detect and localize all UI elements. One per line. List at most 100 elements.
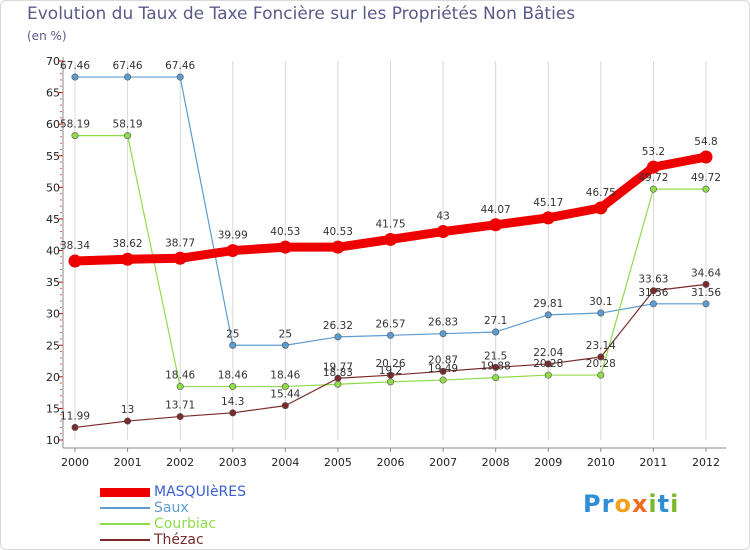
data-label: 38.62 — [113, 238, 143, 250]
data-point — [384, 232, 397, 246]
data-point — [281, 402, 289, 410]
data-point — [544, 371, 552, 379]
x-tick-label: 2001 — [114, 456, 142, 469]
legend-swatch — [100, 487, 150, 497]
data-point — [334, 374, 342, 382]
data-label: 54.8 — [694, 136, 717, 148]
x-tick-label: 2009 — [534, 456, 562, 469]
data-label: 49.72 — [691, 172, 721, 184]
series-layer — [68, 73, 713, 431]
data-label: 26.57 — [375, 318, 405, 330]
data-label: 19.49 — [428, 363, 458, 375]
series-saux — [71, 73, 710, 349]
data-point — [71, 132, 79, 140]
data-point — [702, 300, 710, 308]
logo-letter: x — [631, 490, 649, 518]
x-tick-label: 2002 — [166, 456, 194, 469]
chart-title: Evolution du Taux de Taxe Foncière sur l… — [27, 4, 576, 24]
data-label: 27.1 — [484, 315, 507, 327]
data-point — [649, 287, 657, 295]
data-point — [597, 353, 605, 361]
data-point — [439, 367, 447, 375]
data-label: 46.75 — [586, 187, 616, 199]
data-label: 26.83 — [428, 317, 458, 329]
data-point — [176, 73, 184, 81]
x-tick-label: 2003 — [219, 456, 247, 469]
x-tick-label: 2006 — [377, 456, 405, 469]
data-label: 39.99 — [218, 230, 248, 242]
axes: 10 15 20 25 30 35 40 45 50 55 60 65 70 2000 2001 2002 20… — [46, 55, 726, 469]
data-label: 31.56 — [638, 287, 668, 299]
y-tick-label: 20 — [46, 371, 60, 384]
legend-label: Thézac — [154, 532, 204, 548]
data-label: 43 — [436, 211, 449, 223]
data-label: 40.53 — [270, 226, 300, 238]
data-point — [121, 252, 135, 266]
data-point — [124, 132, 132, 140]
proxiti-logo: Proxiti — [583, 490, 679, 518]
data-label: 18.83 — [323, 367, 353, 379]
data-point — [544, 360, 552, 368]
data-label: 49.72 — [638, 172, 668, 184]
data-point — [334, 333, 342, 341]
y-tick-label: 50 — [46, 181, 60, 194]
data-label: 41.75 — [375, 218, 405, 230]
data-label: 18.46 — [218, 370, 248, 382]
data-point — [597, 309, 605, 317]
data-label: 38.77 — [165, 237, 195, 249]
y-unit-label: (en %) — [27, 29, 67, 43]
data-point — [439, 376, 447, 384]
data-point — [334, 380, 342, 388]
legend-swatch — [100, 539, 150, 541]
data-point — [176, 413, 184, 421]
data-label: 31.56 — [691, 287, 721, 299]
data-label: 11.99 — [60, 410, 90, 422]
data-label: 23.14 — [586, 340, 616, 352]
data-label: 58.19 — [60, 119, 90, 131]
data-point — [699, 150, 713, 164]
data-label: 67.46 — [113, 60, 143, 72]
legend-item: Thézac — [100, 532, 246, 548]
data-label: 30.1 — [589, 296, 612, 308]
data-label: 53.2 — [642, 146, 665, 158]
data-point — [492, 363, 500, 371]
data-point — [492, 328, 500, 336]
x-tick-label: 2012 — [692, 456, 720, 469]
data-label: 38.34 — [60, 240, 90, 252]
legend-item: Saux — [100, 500, 246, 516]
logo-letter: i — [648, 490, 658, 518]
data-label: 21.5 — [484, 350, 507, 362]
data-point — [541, 211, 555, 225]
data-point — [229, 341, 237, 349]
data-point — [439, 330, 447, 338]
data-label: 26.32 — [323, 320, 353, 332]
data-point — [124, 73, 132, 81]
data-label: 20.87 — [428, 354, 458, 366]
x-tick-label: 2000 — [61, 456, 89, 469]
data-point — [68, 254, 82, 268]
data-point — [386, 331, 394, 339]
series-masquières — [68, 150, 713, 268]
data-point — [646, 160, 660, 174]
data-point — [226, 244, 240, 258]
data-label: 22.04 — [533, 347, 563, 359]
data-label: 20.28 — [586, 358, 616, 370]
y-tick-label: 25 — [46, 339, 60, 352]
data-point — [597, 371, 605, 379]
data-label: 20.28 — [533, 358, 563, 370]
legend: MASQUIèRES Saux Courbiac Thézac — [100, 484, 246, 548]
data-label: 45.17 — [533, 197, 563, 209]
data-point — [649, 185, 657, 193]
data-point — [71, 73, 79, 81]
data-point — [281, 341, 289, 349]
y-tick-label: 30 — [46, 308, 60, 321]
data-label: 19.77 — [323, 361, 353, 373]
legend-label: Saux — [154, 500, 189, 516]
y-tick-label: 35 — [46, 276, 60, 289]
data-point — [544, 311, 552, 319]
y-tick-label: 65 — [46, 87, 60, 100]
legend-swatch — [100, 507, 150, 509]
data-label: 13 — [121, 404, 134, 416]
